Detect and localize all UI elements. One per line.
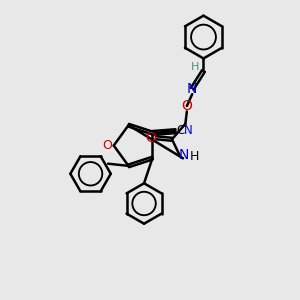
Text: H: H <box>190 150 199 163</box>
Text: N: N <box>187 82 197 96</box>
Text: N: N <box>184 124 193 137</box>
Text: O: O <box>182 99 192 113</box>
Text: H: H <box>191 62 200 72</box>
Text: N: N <box>179 148 189 162</box>
Text: O: O <box>102 139 112 152</box>
Text: O: O <box>145 131 156 145</box>
Text: C: C <box>176 124 184 137</box>
